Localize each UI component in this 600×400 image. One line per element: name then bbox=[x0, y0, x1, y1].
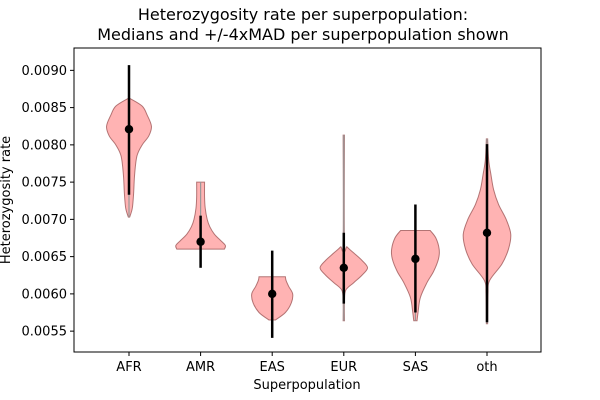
y-axis-label: Heterozygosity rate bbox=[0, 136, 14, 264]
y-tick-label: 0.0080 bbox=[22, 138, 68, 153]
y-tick-label: 0.0065 bbox=[22, 250, 68, 265]
median-point-sas bbox=[411, 254, 420, 264]
whiskers-layer bbox=[124, 65, 492, 338]
median-point-afr bbox=[124, 125, 134, 134]
x-tick-label: AMR bbox=[186, 360, 215, 375]
x-tick-label: EAS bbox=[260, 360, 285, 375]
median-point-eur bbox=[339, 263, 348, 273]
x-tick-label: SAS bbox=[403, 360, 429, 375]
chart-title-line-1: Heterozygosity rate per superpopulation: bbox=[138, 5, 468, 24]
median-point-amr bbox=[196, 237, 205, 246]
x-axis: AFR AMR EAS EUR SAS oth bbox=[116, 352, 498, 375]
y-tick-label: 0.0085 bbox=[22, 101, 68, 116]
plot-area bbox=[73, 47, 542, 353]
median-point-oth bbox=[482, 228, 492, 237]
y-tick-label: 0.0055 bbox=[22, 325, 68, 340]
median-point-eas bbox=[268, 289, 277, 299]
y-tick-label: 0.0070 bbox=[22, 213, 68, 228]
x-tick-label: AFR bbox=[116, 360, 141, 375]
x-tick-label: oth bbox=[476, 360, 497, 375]
chart-title-line-2: Medians and +/-4xMAD per superpopulation… bbox=[97, 25, 509, 44]
chart-title: Heterozygosity rate per superpopulation:… bbox=[97, 5, 509, 44]
y-tick-label: 0.0090 bbox=[22, 64, 68, 79]
y-axis: 0.0055 0.0060 0.0065 0.0070 0.0075 0.0080 0.00… bbox=[22, 64, 74, 340]
x-tick-label: EUR bbox=[330, 360, 357, 375]
y-tick-label: 0.0075 bbox=[22, 176, 68, 191]
x-axis-label: Superpopulation bbox=[253, 378, 360, 393]
violins-layer bbox=[106, 98, 512, 325]
y-tick-label: 0.0060 bbox=[22, 287, 68, 302]
